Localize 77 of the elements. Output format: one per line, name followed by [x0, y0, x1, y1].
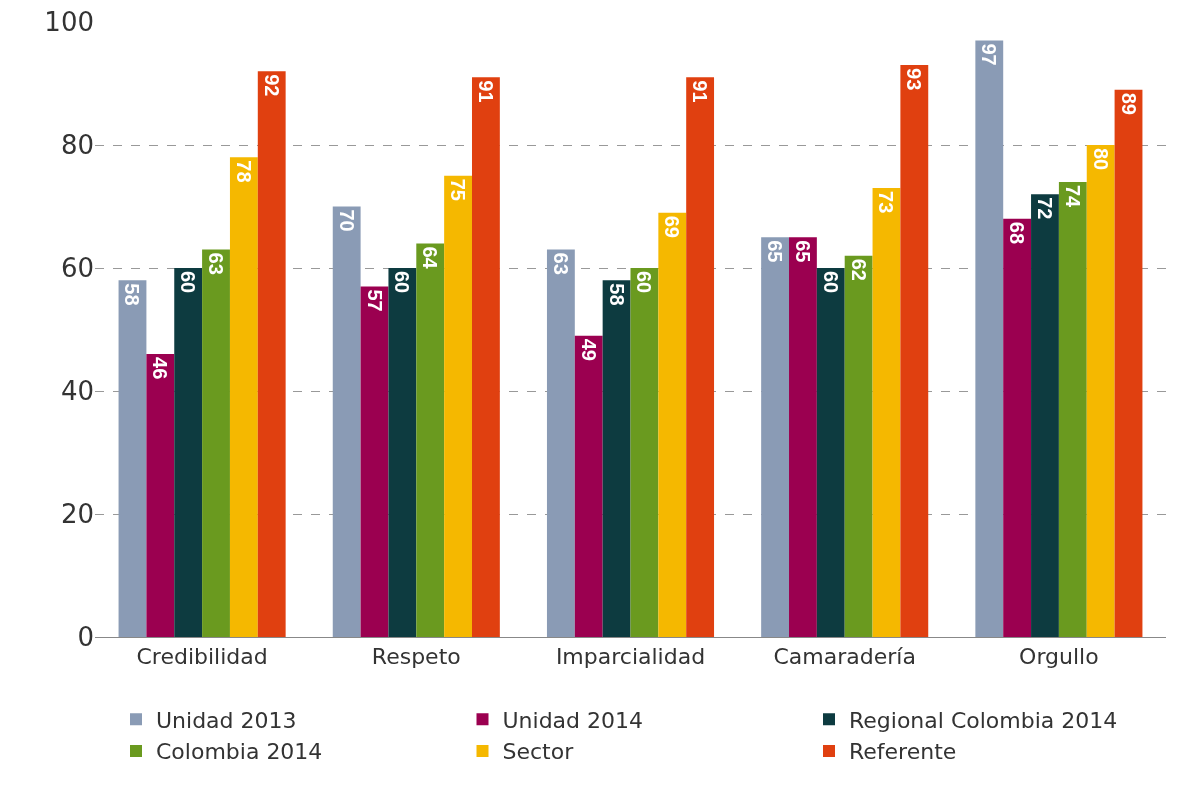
bar [1003, 218, 1032, 637]
bar [416, 243, 445, 637]
bar [546, 249, 575, 637]
data-label: 63 [205, 252, 228, 275]
data-label: 57 [363, 289, 386, 312]
data-label: 60 [391, 271, 414, 294]
bar [872, 188, 901, 637]
bar [630, 268, 659, 637]
bar [1114, 89, 1143, 637]
bar [844, 255, 873, 637]
bar [444, 175, 472, 637]
data-label: 89 [1117, 92, 1140, 115]
bar [816, 268, 845, 637]
legend-label: Unidad 2014 [502, 707, 644, 733]
legend-label: Regional Colombia 2014 [849, 707, 1118, 733]
data-label: 58 [121, 283, 144, 306]
legend-label: Colombia 2014 [156, 739, 323, 765]
data-label: 49 [577, 338, 600, 361]
y-tick-label: 40 [60, 376, 94, 407]
bar [388, 268, 417, 637]
bar [332, 206, 361, 637]
bar [146, 354, 175, 637]
data-label: 65 [764, 240, 787, 263]
bar [229, 157, 258, 637]
data-label: 60 [633, 271, 656, 294]
data-label: 65 [791, 240, 814, 263]
bar [118, 280, 147, 637]
x-tick-label: Imparcialidad [555, 644, 706, 670]
data-label: 69 [661, 215, 684, 238]
bar [789, 237, 817, 637]
data-label: 97 [978, 43, 1001, 66]
data-label: 80 [1089, 148, 1112, 171]
data-label: 78 [232, 160, 255, 183]
bar [202, 249, 230, 637]
bar [360, 286, 389, 637]
data-label: 64 [419, 246, 442, 270]
data-label: 46 [149, 357, 172, 380]
legend-label: Unidad 2013 [156, 707, 297, 733]
y-tick-label: 100 [44, 7, 94, 38]
x-tick-label: Orgullo [1019, 644, 1099, 670]
legend-label: Sector [502, 739, 575, 765]
bar [602, 280, 631, 637]
data-label: 63 [549, 252, 572, 275]
data-label: 93 [903, 68, 926, 91]
data-label: 91 [689, 80, 712, 103]
data-label: 73 [875, 191, 898, 214]
data-label: 58 [605, 283, 628, 306]
y-tick-label: 60 [60, 253, 94, 284]
y-tick-label: 80 [60, 130, 94, 161]
data-label: 68 [1006, 221, 1029, 245]
bar [574, 335, 603, 637]
bar [174, 268, 203, 637]
bar [257, 71, 286, 637]
x-tick-label: Camaradería [773, 644, 916, 670]
data-label: 72 [1033, 197, 1056, 220]
data-label: 92 [260, 74, 283, 97]
bar [658, 212, 687, 637]
bar [1058, 181, 1087, 637]
bar [900, 65, 929, 637]
data-label: 60 [819, 271, 842, 294]
data-label: 75 [447, 178, 470, 201]
data-label: 70 [335, 209, 358, 232]
data-label: 62 [847, 258, 870, 281]
bar [761, 237, 790, 637]
y-tick-label: 0 [77, 622, 94, 653]
data-label: 60 [177, 271, 200, 294]
bar [471, 77, 500, 637]
legend-label: Referente [849, 739, 957, 765]
bar [1086, 145, 1115, 637]
y-tick-label: 20 [60, 499, 94, 530]
x-tick-label: Credibilidad [136, 644, 268, 670]
data-label: 91 [474, 80, 497, 103]
bar [1031, 194, 1059, 637]
data-label: 74 [1061, 184, 1084, 209]
x-tick-label: Respeto [371, 644, 461, 670]
bar [975, 40, 1004, 637]
bar [686, 77, 715, 637]
